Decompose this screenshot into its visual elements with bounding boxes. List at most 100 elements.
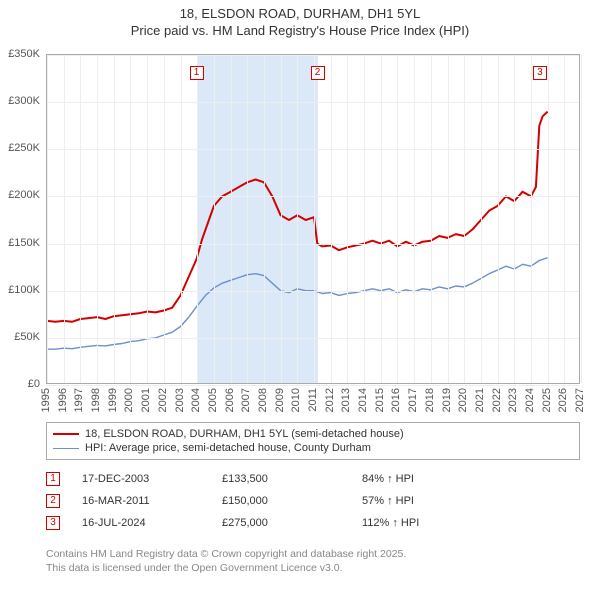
gridline-v	[548, 55, 549, 383]
legend-label: 18, ELSDON ROAD, DURHAM, DH1 5YL (semi-d…	[85, 428, 404, 440]
x-tick-label: 2023	[507, 388, 519, 412]
x-tick-label: 2020	[457, 388, 469, 412]
gridline-v	[80, 55, 81, 383]
y-tick-label: £150K	[0, 237, 40, 249]
footnote-line-2: This data is licensed under the Open Gov…	[46, 562, 580, 576]
x-tick-label: 1998	[90, 388, 102, 412]
event-marker: 1	[46, 472, 60, 486]
gridline-v	[64, 55, 65, 383]
x-tick-label: 2001	[140, 388, 152, 412]
gridline-v	[581, 55, 582, 383]
x-tick-label: 2027	[574, 388, 586, 412]
gridline-v	[114, 55, 115, 383]
x-tick-label: 2024	[524, 388, 536, 412]
chart-marker: 1	[190, 66, 204, 80]
gridline-v	[364, 55, 365, 383]
x-tick-label: 1995	[40, 388, 52, 412]
gridline-v	[464, 55, 465, 383]
event-pct: 57% ↑ HPI	[362, 495, 580, 507]
footnote-line-1: Contains HM Land Registry data © Crown c…	[46, 548, 580, 562]
gridline-v	[381, 55, 382, 383]
event-row: 316-JUL-2024£275,000112% ↑ HPI	[46, 512, 580, 534]
gridline-h	[47, 244, 579, 245]
event-pct: 84% ↑ HPI	[362, 473, 580, 485]
gridline-v	[164, 55, 165, 383]
event-price: £150,000	[222, 495, 362, 507]
x-tick-label: 2025	[541, 388, 553, 412]
footnote: Contains HM Land Registry data © Crown c…	[46, 548, 580, 575]
x-tick-label: 2016	[390, 388, 402, 412]
y-tick-label: £100K	[0, 284, 40, 296]
legend-swatch	[53, 433, 79, 435]
legend-item: HPI: Average price, semi-detached house,…	[53, 441, 573, 455]
x-tick-label: 2003	[174, 388, 186, 412]
gridline-v	[481, 55, 482, 383]
chart-area: 123 £0£50K£100K£150K£200K£250K£300K£350K…	[46, 54, 580, 384]
gridline-v	[47, 55, 48, 383]
x-tick-label: 2008	[257, 388, 269, 412]
x-tick-label: 2019	[441, 388, 453, 412]
y-tick-label: £250K	[0, 142, 40, 154]
x-tick-label: 2009	[274, 388, 286, 412]
legend-label: HPI: Average price, semi-detached house,…	[85, 442, 371, 454]
title-line-1: 18, ELSDON ROAD, DURHAM, DH1 5YL	[0, 6, 600, 23]
event-price: £275,000	[222, 517, 362, 529]
event-date: 17-DEC-2003	[82, 473, 222, 485]
x-tick-label: 2013	[340, 388, 352, 412]
gridline-v	[347, 55, 348, 383]
x-tick-label: 2012	[324, 388, 336, 412]
x-tick-label: 2010	[290, 388, 302, 412]
x-tick-label: 2011	[307, 388, 319, 412]
gridline-v	[247, 55, 248, 383]
x-tick-label: 2015	[374, 388, 386, 412]
x-tick-label: 2022	[491, 388, 503, 412]
event-date: 16-MAR-2011	[82, 495, 222, 507]
x-tick-label: 2017	[407, 388, 419, 412]
gridline-v	[498, 55, 499, 383]
x-tick-label: 1999	[107, 388, 119, 412]
event-pct: 112% ↑ HPI	[362, 517, 580, 529]
y-tick-label: £0	[0, 378, 40, 390]
gridline-v	[97, 55, 98, 383]
gridline-v	[214, 55, 215, 383]
gridline-v	[314, 55, 315, 383]
x-tick-label: 2000	[123, 388, 135, 412]
gridline-h	[47, 149, 579, 150]
x-tick-label: 2006	[224, 388, 236, 412]
event-price: £133,500	[222, 473, 362, 485]
gridline-v	[397, 55, 398, 383]
gridline-h	[47, 55, 579, 56]
gridline-v	[331, 55, 332, 383]
event-date: 16-JUL-2024	[82, 517, 222, 529]
gridline-v	[264, 55, 265, 383]
x-tick-label: 2007	[240, 388, 252, 412]
gridline-h	[47, 196, 579, 197]
event-marker: 2	[46, 494, 60, 508]
gridline-h	[47, 385, 579, 386]
gridline-v	[431, 55, 432, 383]
gridline-h	[47, 102, 579, 103]
x-tick-label: 2018	[424, 388, 436, 412]
gridline-v	[281, 55, 282, 383]
y-tick-label: £300K	[0, 95, 40, 107]
x-tick-label: 2014	[357, 388, 369, 412]
x-tick-label: 2004	[190, 388, 202, 412]
gridline-v	[297, 55, 298, 383]
gridline-v	[564, 55, 565, 383]
gridline-v	[414, 55, 415, 383]
y-tick-label: £350K	[0, 48, 40, 60]
x-tick-label: 1997	[73, 388, 85, 412]
x-tick-label: 2002	[157, 388, 169, 412]
gridline-v	[531, 55, 532, 383]
legend-item: 18, ELSDON ROAD, DURHAM, DH1 5YL (semi-d…	[53, 427, 573, 441]
chart-marker: 3	[533, 66, 547, 80]
x-tick-label: 2005	[207, 388, 219, 412]
gridline-h	[47, 291, 579, 292]
chart-marker: 2	[311, 66, 325, 80]
gridline-v	[147, 55, 148, 383]
plot-region: 1 2 3	[46, 54, 580, 384]
gridline-v	[197, 55, 198, 383]
title-line-2: Price paid vs. HM Land Registry's House …	[0, 23, 600, 40]
gridline-v	[130, 55, 131, 383]
y-tick-label: £50K	[0, 331, 40, 343]
